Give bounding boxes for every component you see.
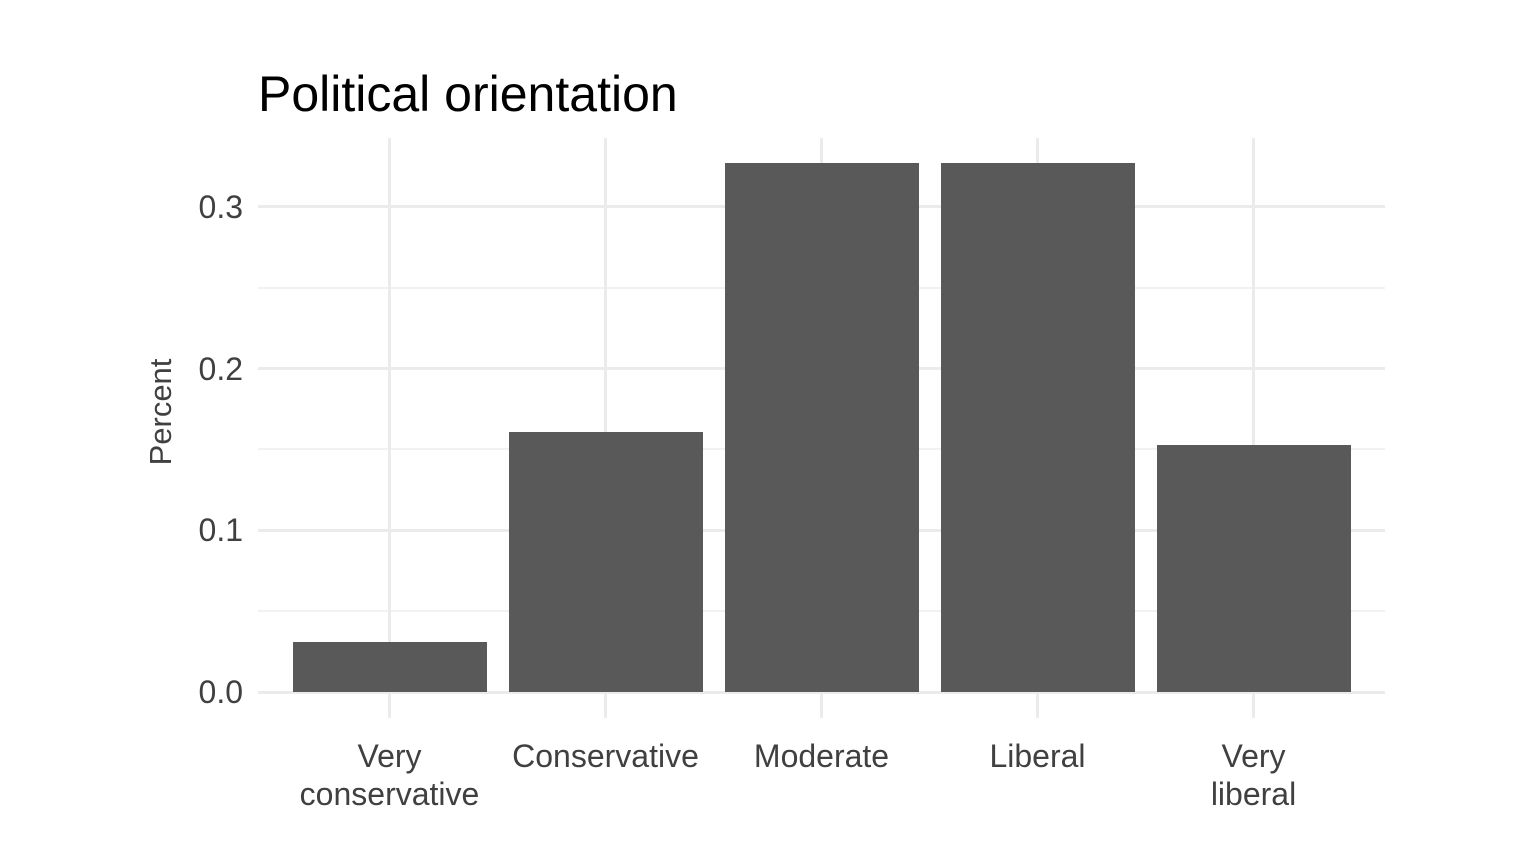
bar-very-liberal	[1156, 444, 1351, 692]
vertical-gridline	[604, 138, 607, 718]
y-tick-label: 0.2	[198, 350, 243, 387]
bar-conservative	[508, 431, 703, 692]
vertical-gridline	[1252, 138, 1255, 718]
chart-title: Political orientation	[258, 66, 678, 122]
x-tick-label-line: Moderate	[753, 738, 890, 774]
x-tick-label: Very liberal	[1124, 737, 1384, 813]
x-tick-label-line: Very	[357, 738, 422, 774]
y-tick-label: 0.0	[198, 674, 243, 710]
x-tick-label-line: Very	[1221, 738, 1286, 774]
bar-moderate	[724, 163, 919, 692]
x-tick-label-line: Conservative	[512, 738, 699, 774]
x-tick-label-line: Liberal	[989, 738, 1086, 774]
bar-liberal	[940, 163, 1135, 692]
bar-very-conservative	[292, 641, 487, 692]
x-tick-label: Very conservative	[260, 737, 520, 813]
x-tick-label-line: liberal	[1210, 776, 1297, 812]
y-tick-label: 0.3	[198, 188, 243, 225]
x-tick-label: Liberal	[908, 737, 1168, 775]
x-tick-label-line: conservative	[299, 776, 480, 812]
y-tick-label: 0.1	[198, 512, 243, 549]
plot-panel	[258, 138, 1385, 718]
y-axis-title: Percent	[143, 358, 178, 466]
vertical-gridline	[388, 138, 391, 718]
x-tick-label: Conservative	[476, 737, 736, 775]
x-tick-label: Moderate	[692, 737, 952, 775]
